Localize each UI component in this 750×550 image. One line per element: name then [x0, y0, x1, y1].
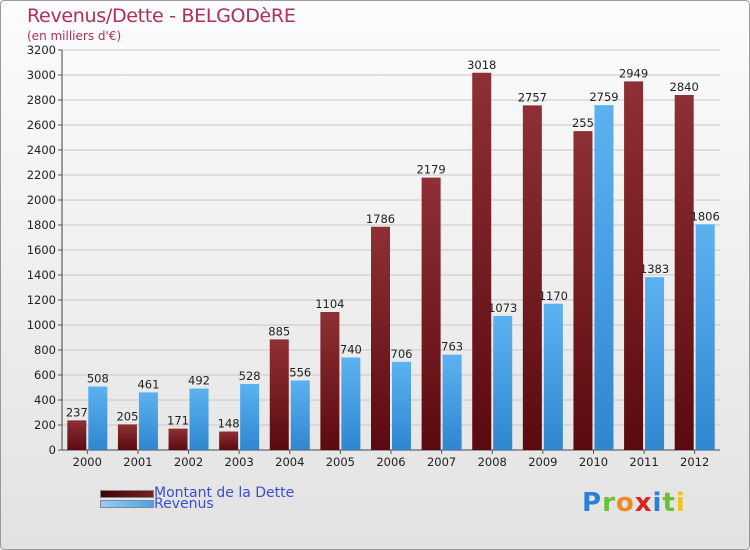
bar-revenue	[493, 315, 513, 450]
logo-letter: x	[634, 488, 653, 518]
bar-debt	[168, 428, 188, 450]
data-label-revenue: 492	[188, 374, 210, 388]
bar-revenue	[442, 354, 462, 450]
data-label-revenue: 556	[289, 366, 311, 380]
bar-debt	[624, 81, 644, 450]
x-tick-label: 2007	[427, 455, 456, 469]
y-tick-label: 2600	[27, 118, 56, 132]
bar-debt	[573, 131, 593, 450]
logo-letter: i	[675, 488, 686, 518]
logo-letter: i	[652, 488, 663, 518]
y-tick-label: 2800	[27, 93, 56, 107]
y-tick-label: 1400	[27, 268, 56, 282]
bar-debt	[472, 72, 492, 450]
bar-debt	[269, 339, 289, 450]
bar-debt	[219, 431, 239, 450]
data-label-debt: 885	[268, 324, 290, 338]
chart-subtitle: (en milliers d'€)	[27, 29, 122, 43]
x-tick-label: 2012	[680, 455, 709, 469]
bar-revenue	[392, 361, 411, 450]
bar-revenue	[189, 388, 209, 450]
y-tick-label: 3200	[27, 43, 56, 57]
bar-revenue	[594, 105, 614, 450]
bar-debt	[320, 312, 340, 450]
y-tick-label: 600	[34, 368, 56, 382]
y-tick-label: 0	[49, 443, 56, 457]
legend-swatch-revenue	[100, 500, 154, 508]
bar-revenue	[290, 380, 310, 450]
data-label-debt: 255	[572, 116, 594, 130]
proxiti-logo: Proxiti	[582, 488, 686, 518]
data-label-revenue: 508	[87, 372, 109, 386]
x-tick-label: 2005	[326, 455, 355, 469]
bar-revenue	[645, 277, 665, 450]
data-label-revenue: 1806	[691, 209, 720, 223]
x-tick-label: 2006	[376, 455, 405, 469]
logo-letter: o	[615, 488, 635, 518]
data-label-revenue: 528	[239, 369, 261, 383]
data-label-revenue: 2759	[589, 90, 618, 104]
logo-letter: t	[662, 488, 676, 518]
bar-revenue	[138, 392, 158, 450]
legend-swatch-debt	[100, 490, 154, 498]
y-tick-label: 400	[34, 393, 56, 407]
bar-debt	[674, 95, 694, 450]
bar-revenue	[341, 357, 361, 450]
data-label-revenue: 1073	[488, 301, 517, 315]
y-tick-label: 200	[34, 418, 56, 432]
x-tick-label: 2004	[275, 455, 304, 469]
bar-debt	[522, 105, 542, 450]
logo-letter: P	[582, 488, 603, 518]
bar-debt	[371, 226, 390, 450]
data-label-revenue: 461	[137, 377, 159, 391]
y-tick-label: 3000	[27, 68, 56, 82]
data-label-debt: 1104	[315, 297, 344, 311]
data-label-debt: 2840	[670, 80, 699, 94]
bar-revenue	[695, 224, 715, 450]
data-label-revenue: 740	[340, 343, 362, 357]
y-tick-label: 800	[34, 343, 56, 357]
x-tick-label: 2011	[629, 455, 658, 469]
data-label-debt: 2757	[518, 90, 547, 104]
bar-debt	[117, 424, 137, 450]
bar-revenue	[88, 386, 108, 450]
y-tick-label: 1000	[27, 318, 56, 332]
y-tick-label: 1200	[27, 293, 56, 307]
x-tick-label: 2009	[528, 455, 557, 469]
data-label-debt: 2949	[619, 66, 648, 80]
bar-revenue	[543, 303, 563, 450]
data-label-debt: 237	[66, 405, 88, 419]
x-tick-label: 2008	[478, 455, 507, 469]
x-tick-label: 2000	[73, 455, 102, 469]
logo-letter: r	[602, 488, 616, 518]
data-label-revenue: 1170	[539, 289, 568, 303]
bar-debt	[421, 177, 441, 450]
y-tick-label: 1800	[27, 218, 56, 232]
x-tick-label: 2001	[123, 455, 152, 469]
data-label-revenue: 706	[391, 347, 413, 361]
x-tick-label: 2002	[174, 455, 203, 469]
chart-title: Revenus/Dette - BELGODèRE	[27, 5, 296, 27]
x-tick-label: 2003	[225, 455, 254, 469]
data-label-debt: 3018	[467, 58, 496, 72]
bar-revenue	[240, 384, 260, 450]
y-tick-label: 2000	[27, 193, 56, 207]
y-tick-label: 2400	[27, 143, 56, 157]
data-label-debt: 205	[116, 409, 138, 423]
x-tick-label: 2010	[579, 455, 608, 469]
data-label-debt: 171	[167, 414, 189, 428]
legend-label-debt: Montant de la Dette	[154, 485, 295, 501]
legend-label-revenue: Revenus	[154, 496, 214, 512]
y-tick-label: 2200	[27, 168, 56, 182]
bar-debt	[67, 420, 87, 450]
data-label-debt: 148	[218, 417, 240, 431]
data-label-debt: 2179	[416, 163, 445, 177]
data-label-revenue: 763	[441, 340, 463, 354]
data-label-revenue: 1383	[640, 262, 669, 276]
y-tick-label: 1600	[27, 243, 56, 257]
data-label-debt: 1786	[366, 212, 395, 226]
